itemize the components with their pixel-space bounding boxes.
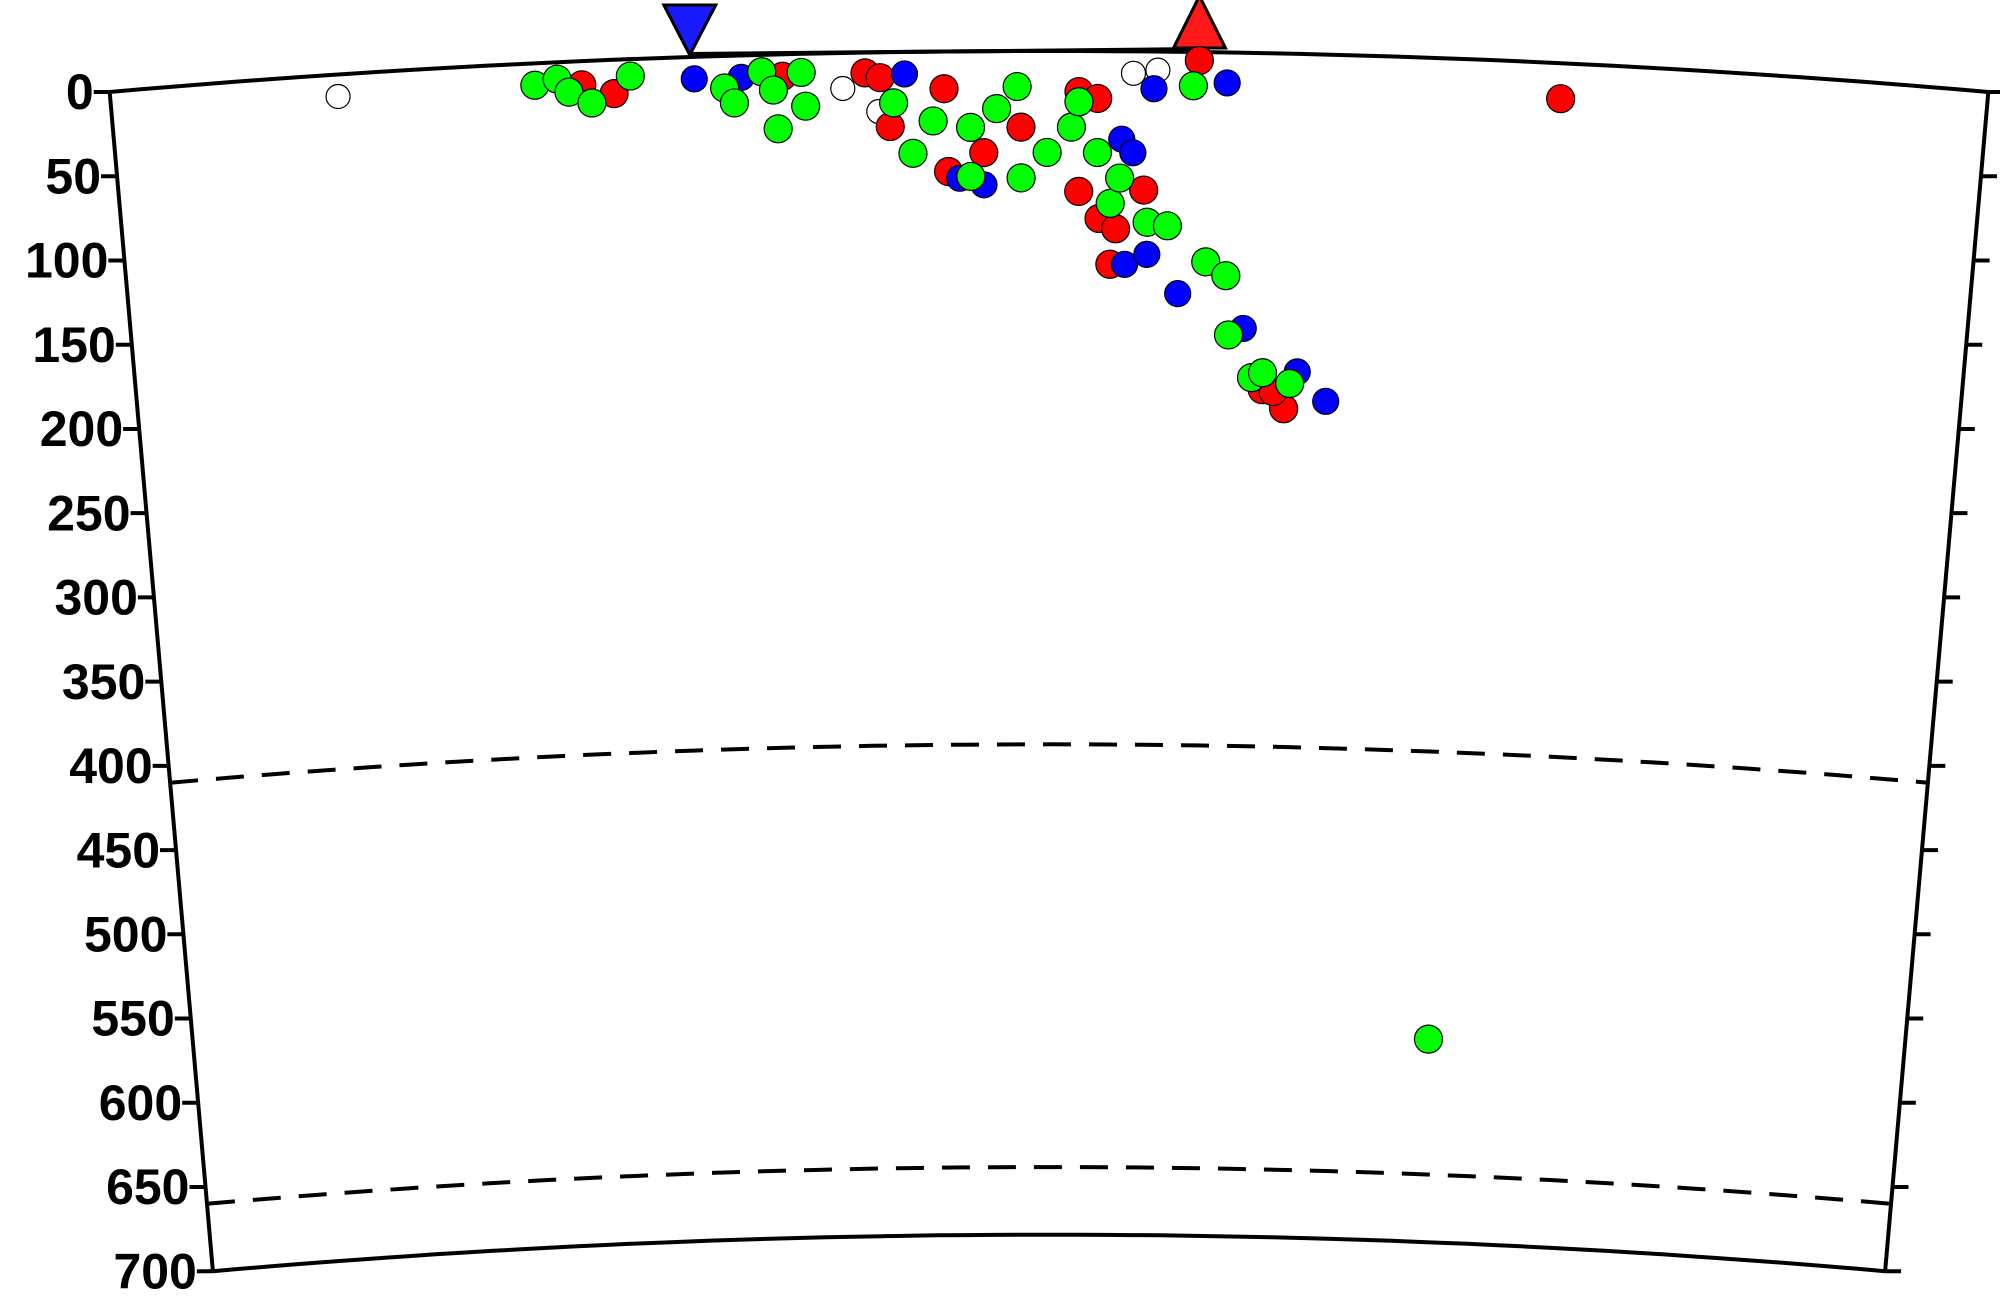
y-tick-label: 0 (66, 64, 94, 120)
event-point (1101, 214, 1131, 244)
y-tick-label: 600 (99, 1075, 182, 1131)
event-point (1213, 320, 1244, 350)
event-point (1056, 112, 1087, 142)
y-tick-label: 200 (40, 401, 123, 457)
event-point (1129, 175, 1159, 205)
profile-line (689, 47, 1200, 56)
event-point (1082, 137, 1113, 168)
event-point (1312, 387, 1340, 415)
y-tick-label: 650 (106, 1159, 189, 1215)
y-tick-label: 50 (45, 148, 101, 204)
event-point (1002, 71, 1032, 102)
y-tick-label: 350 (62, 654, 145, 710)
event-point (865, 63, 895, 93)
event-point (1164, 279, 1192, 308)
event-point (1120, 60, 1147, 86)
event-point (929, 74, 959, 104)
y-tick-label: 250 (47, 485, 130, 541)
event-point (615, 61, 645, 91)
event-point (1178, 71, 1208, 101)
event-point (680, 65, 708, 93)
event-point (1140, 75, 1168, 103)
y-tick-label: 150 (32, 317, 115, 373)
event-point (1413, 1024, 1444, 1054)
y-tick-label: 100 (25, 233, 108, 289)
y-tick-label: 300 (54, 570, 137, 626)
station-marker (661, 3, 719, 59)
event-point (1275, 368, 1305, 399)
bottom-boundary (212, 1232, 1886, 1274)
y-tick-label: 500 (84, 907, 167, 963)
discontinuity-line (206, 1165, 1892, 1206)
discontinuity-line (169, 742, 1929, 785)
event-point (1064, 176, 1094, 206)
event-point (1247, 358, 1278, 388)
top-boundary (109, 49, 1989, 94)
event-point (1546, 84, 1576, 114)
event-point (1211, 261, 1241, 291)
event-point (898, 138, 928, 168)
y-tick-label: 550 (91, 991, 174, 1047)
event-point (1133, 240, 1161, 268)
event-point (918, 106, 948, 136)
y-tick-label: 700 (113, 1243, 196, 1299)
event-point (1006, 163, 1036, 193)
event-point (830, 75, 856, 102)
event-point (786, 57, 816, 88)
event-point (758, 75, 789, 105)
y-tick-label: 450 (77, 822, 160, 878)
event-point (791, 91, 821, 121)
event-point (1184, 45, 1214, 76)
event-point (1064, 87, 1094, 117)
event-point (1095, 188, 1125, 218)
station-marker (1171, 0, 1228, 50)
event-point (325, 83, 351, 110)
event-point (1119, 139, 1147, 167)
event-point (956, 161, 986, 192)
event-point (577, 88, 607, 118)
event-point (982, 94, 1012, 124)
event-point (1006, 112, 1036, 142)
event-point (1152, 211, 1183, 241)
event-point (763, 114, 793, 144)
event-point (1213, 69, 1241, 97)
event-point (879, 88, 909, 118)
event-point (1032, 137, 1062, 168)
event-point (955, 112, 986, 142)
event-point (969, 138, 999, 168)
event-point (890, 60, 919, 88)
y-tick-label: 400 (69, 738, 152, 794)
event-point (1191, 247, 1221, 277)
event-point (719, 88, 750, 118)
event-point (1105, 163, 1135, 193)
